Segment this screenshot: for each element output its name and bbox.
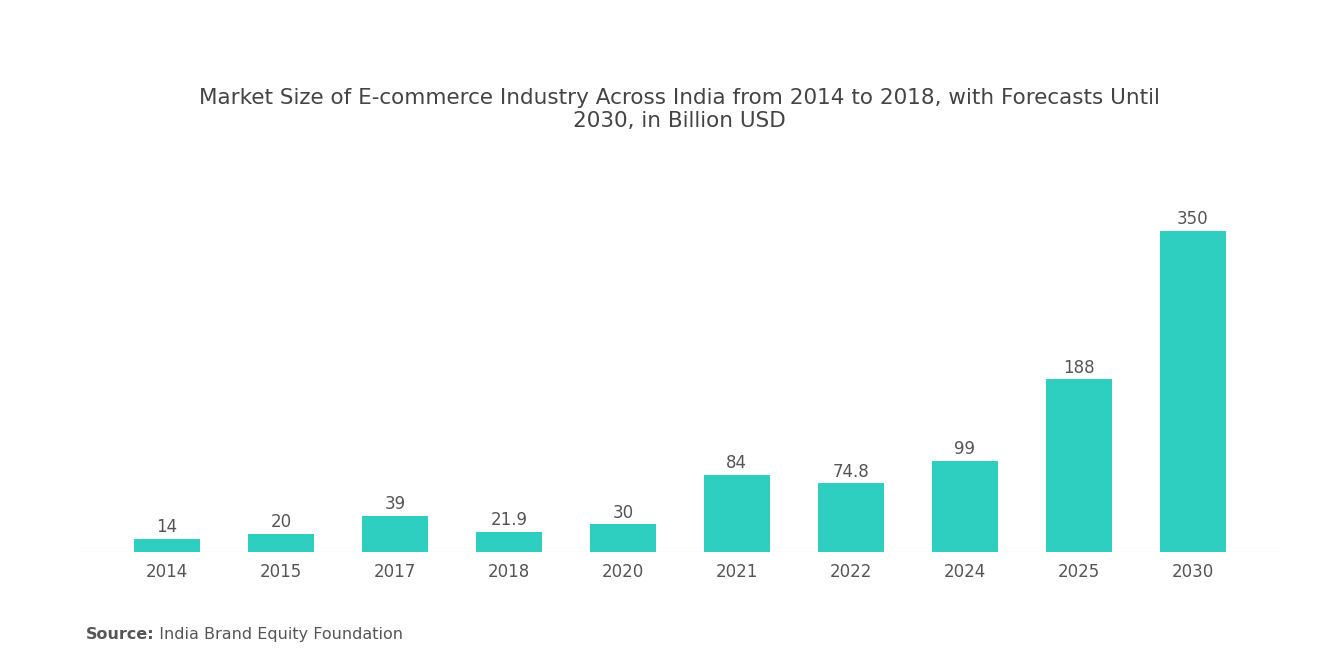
Text: 84: 84 <box>726 454 747 472</box>
Bar <box>248 533 314 552</box>
Bar <box>817 483 884 552</box>
Bar <box>1045 379 1111 552</box>
Text: 188: 188 <box>1063 358 1094 376</box>
Text: India Brand Equity Foundation: India Brand Equity Foundation <box>149 626 403 642</box>
Text: 21.9: 21.9 <box>490 511 527 529</box>
Text: 99: 99 <box>954 440 975 458</box>
Text: 20: 20 <box>271 513 292 531</box>
Text: 350: 350 <box>1177 209 1209 228</box>
Bar <box>704 475 770 552</box>
Text: 14: 14 <box>156 518 177 537</box>
Bar <box>932 461 998 552</box>
Bar <box>475 532 543 552</box>
Text: Source:: Source: <box>86 626 154 642</box>
Text: 74.8: 74.8 <box>833 462 869 481</box>
Text: 30: 30 <box>612 503 634 521</box>
Bar <box>362 516 428 552</box>
Bar <box>1160 231 1226 552</box>
Text: 39: 39 <box>384 495 405 513</box>
Bar <box>133 539 199 552</box>
Title: Market Size of E-commerce Industry Across India from 2014 to 2018, with Forecast: Market Size of E-commerce Industry Acros… <box>199 88 1160 132</box>
Bar <box>590 525 656 552</box>
